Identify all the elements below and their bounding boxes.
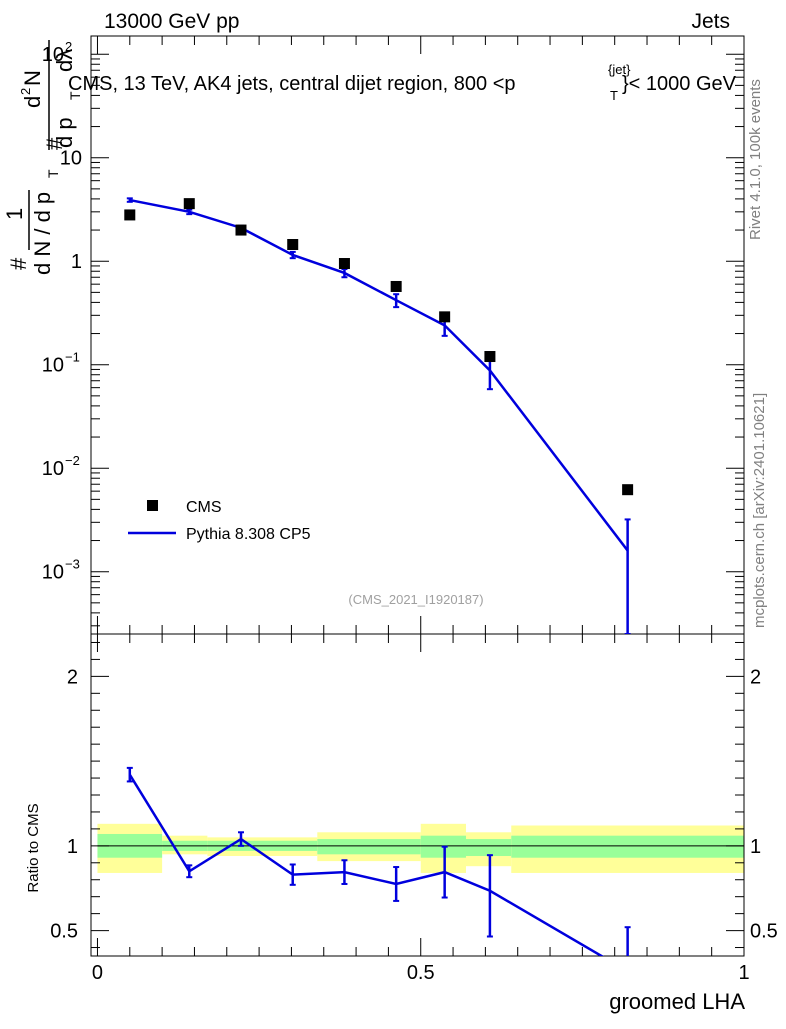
main-ytick-exp-0: −3: [65, 557, 80, 572]
ratio-ytick-label-left-2: 2: [67, 666, 78, 688]
ylabel-dlambda: dλ: [52, 49, 77, 72]
ratio-uncertainty-bands: [97, 823, 744, 873]
xlabel: groomed LHA: [609, 989, 745, 1014]
plot-title-sup: {jet}: [608, 62, 631, 77]
legend-pythia-label: Pythia 8.308 CP5: [186, 526, 311, 543]
cms-point-5: [390, 280, 402, 292]
main-ytick-exp-5: 2: [65, 39, 72, 54]
main-ytick-exp-1: −2: [65, 453, 80, 468]
ylabel-d2N-d: d: [20, 96, 45, 108]
pythia-line: [129, 198, 629, 552]
main-ylabel: # 1 d N / d p T # d 2 N d p T dλ: [2, 40, 83, 275]
ylabel-d2N-sup: 2: [18, 88, 33, 95]
main-ytick-label-5: 10: [42, 44, 64, 66]
main-ytick-label-4: 10: [60, 148, 82, 170]
main-ytick-label-3: 1: [71, 251, 82, 273]
ylabel-dpt: d p: [52, 117, 77, 148]
header-left: 13000 GeV pp: [104, 10, 239, 33]
header-right: Jets: [691, 10, 730, 33]
cms-point-2: [235, 224, 247, 236]
cms-point-8: [622, 484, 634, 496]
ylabel-T1: T: [45, 169, 61, 178]
main-ytick-label-1: 10: [42, 458, 64, 480]
mcplots-label: mcplots.cern.ch [arXiv:2401.10621]: [751, 393, 768, 628]
plot-frames: [90, 35, 745, 957]
cms-point-1: [183, 198, 195, 210]
ylabel-hash1: #: [6, 257, 31, 270]
ratio-ytick-label-left-0: 0.5: [50, 921, 78, 943]
plot-title: CMS, 13 TeV, AK4 jets, central dijet reg…: [68, 62, 737, 103]
band-inner-3: [317, 839, 421, 855]
ratio-series-group: [126, 766, 631, 956]
main-frame: [90, 35, 745, 635]
ratio-xtick-label-1: 0.5: [407, 962, 435, 984]
band-inner-5: [465, 839, 512, 857]
ratio-xtick-label-2: 1: [738, 962, 749, 984]
plot-title-sub: T: [610, 88, 618, 103]
ylabel-one: 1: [2, 208, 27, 220]
ratio-ytick-label-right-0: 0.5: [750, 921, 778, 943]
ratio-ytick-label-right-1: 1: [750, 836, 761, 858]
band-inner-6: [511, 835, 744, 858]
ratio-frame: [90, 633, 745, 957]
data-marks: [124, 197, 634, 956]
legend-cms-label: CMS: [186, 499, 222, 516]
ratio-xtick-label-0: 0: [92, 962, 103, 984]
plot-title-end: }< 1000 GeV: [622, 73, 737, 95]
plot-title-main: CMS, 13 TeV, AK4 jets, central dijet reg…: [68, 73, 516, 95]
cms-point-6: [439, 311, 451, 323]
legend: CMS Pythia 8.308 CP5: [128, 499, 311, 543]
ratio-ytick-label-right-2: 2: [750, 666, 761, 688]
main-series-group: [124, 197, 634, 634]
main-ytick-exp-2: −1: [65, 350, 80, 365]
ylabel-d2N-N: N: [20, 70, 45, 86]
rivet-label: Rivet 4.1.0, 100k events: [747, 79, 764, 240]
ratio-ytick-label-left-1: 1: [67, 836, 78, 858]
analysis-watermark: (CMS_2021_I1920187): [348, 592, 483, 607]
ylabel-dN: d N / d p: [30, 192, 55, 275]
cms-point-7: [484, 351, 496, 363]
main-ytick-label-2: 10: [42, 355, 64, 377]
cms-point-0: [124, 209, 136, 221]
cms-point-4: [338, 258, 350, 270]
legend-cms-marker: [147, 500, 158, 511]
ylabel-T2: T: [67, 91, 83, 100]
ratio-ylabel: Ratio to CMS: [25, 803, 42, 892]
main-ytick-label-0: 10: [42, 562, 64, 584]
cms-point-3: [287, 239, 299, 251]
